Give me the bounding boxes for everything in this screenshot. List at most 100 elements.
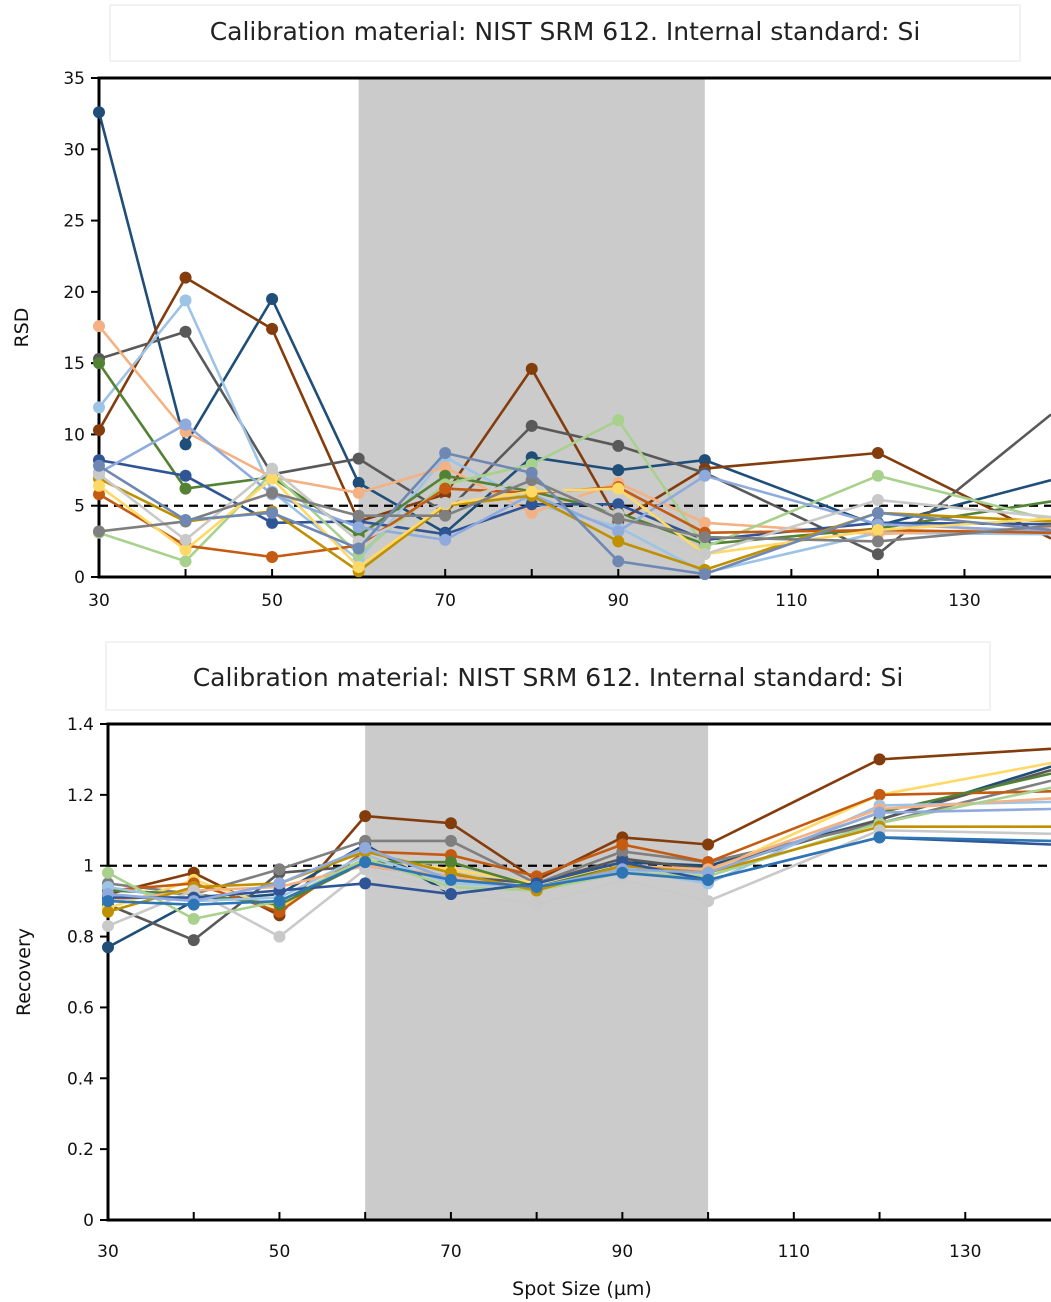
chart-1-series-3-point: [444, 834, 457, 847]
chart-0-series-11-point: [266, 472, 279, 485]
chart-1-x-tick-label: 30: [97, 1242, 119, 1262]
chart-0-series-2-point: [352, 452, 365, 465]
chart-0-series-14-point: [871, 506, 884, 519]
chart-1-series-13-point: [359, 842, 372, 854]
chart-1-series-14-line: [107, 836, 1051, 907]
chart-0-series-5-line: [97, 362, 1051, 546]
chart-1-series-14-point: [616, 866, 629, 879]
chart-1-title: Calibration material: NIST SRM 612. Inte…: [193, 663, 904, 692]
chart-1-x-tick-label: 130: [949, 1242, 981, 1262]
chart-0-series-3-point: [179, 294, 192, 307]
chart-1-series-14-point: [273, 895, 286, 908]
chart-0-series-14-point: [179, 513, 192, 526]
chart-0-series-3-point: [93, 401, 105, 414]
chart-0-x-tick-label: 110: [775, 591, 807, 611]
chart-1-series-11-point: [273, 930, 286, 943]
chart-1-x-tick-label: 90: [612, 1242, 634, 1262]
chart-0-series-group: [93, 106, 1051, 581]
chart-0-series-1-point: [266, 322, 279, 335]
chart-0-series-12-point: [266, 462, 279, 475]
chart-0-series-12-point: [698, 548, 711, 561]
chart-1-y-tick-label: 1.2: [67, 786, 94, 806]
chart-0-series-8-point: [352, 521, 365, 534]
chart-1-series-6-point: [444, 856, 457, 869]
chart-0-series-1-line: [97, 276, 1051, 540]
chart-1-series-14-point: [530, 880, 543, 893]
chart-0-series-3-line: [97, 299, 1051, 575]
chart-0-series-7-point: [179, 555, 192, 568]
chart-0-series-5-point: [93, 357, 105, 370]
chart-0-series-14-line: [98, 451, 1051, 576]
chart-0-series-13-point: [266, 486, 279, 499]
chart-0-x-tick-label: 90: [607, 591, 629, 611]
chart-0-series-0-line: [97, 111, 1051, 535]
chart-1-series-14-point: [702, 873, 715, 886]
chart-0-x-tick-label: 50: [261, 591, 283, 611]
chart-0-series-14-point: [93, 459, 105, 472]
chart-0-series-1-point: [93, 424, 105, 437]
chart-0-series-11-point: [179, 543, 192, 556]
chart-0-series-11-point: [525, 485, 538, 498]
chart-1-series-11-point: [102, 919, 114, 932]
chart-0-series-4-point: [439, 461, 452, 474]
chart-1-x-tick-label: 110: [778, 1242, 810, 1262]
chart-0-series-12-line: [98, 467, 1051, 556]
chart-0-series-9-point: [93, 488, 105, 501]
chart-0-series-11-point: [871, 523, 884, 536]
chart-0-y-tick-label: 5: [74, 497, 85, 517]
chart-0-series-2-point: [871, 548, 884, 561]
chart-1-series-3-point: [273, 863, 286, 876]
chart-0-series-7-point: [525, 458, 538, 471]
chart-0-series-12-point: [439, 496, 452, 509]
chart-0-series-12-point: [179, 533, 192, 546]
chart-1-series-0-point: [873, 753, 886, 766]
rsd-chart: Calibration material: NIST SRM 612. Inte…: [11, 4, 1051, 611]
chart-0-series-6-point: [266, 516, 279, 529]
chart-0-series-8-point: [612, 525, 625, 538]
chart-0-series-13-point: [439, 509, 452, 522]
chart-1-series-group: [102, 747, 1051, 954]
chart-0-title: Calibration material: NIST SRM 612. Inte…: [210, 17, 921, 46]
chart-1-y-axis-label: Recovery: [13, 928, 35, 1016]
chart-0-series-0-point: [266, 292, 279, 305]
chart-1-series-14-point: [873, 831, 886, 844]
chart-0-series-6-point: [612, 498, 625, 511]
chart-0-series-14-point: [698, 568, 711, 581]
chart-0-y-tick-label: 25: [63, 212, 85, 232]
chart-1-shaded-region: [365, 724, 709, 1220]
chart-0-series-11-point: [612, 482, 625, 495]
chart-0-y-tick-label: 20: [63, 283, 85, 303]
chart-1-y-tick-label: 0: [83, 1211, 94, 1231]
chart-0-series-2-point: [612, 439, 625, 452]
chart-0-y-tick-label: 10: [63, 425, 85, 445]
chart-1-series-11-point: [702, 895, 715, 908]
chart-0-series-0-point: [179, 438, 192, 451]
chart-0-series-4-point: [93, 320, 105, 333]
chart-0-series-13-point: [352, 509, 365, 522]
chart-1-x-axis-label: Spot Size (µm): [512, 1278, 652, 1300]
chart-0-series-2-point: [525, 419, 538, 432]
chart-0-series-12-point: [871, 494, 884, 507]
chart-1-series-14-point: [444, 873, 457, 886]
chart-1-series-14-point: [187, 898, 200, 911]
chart-1-series-7-line: [107, 800, 1051, 903]
chart-0-series-1-point: [871, 446, 884, 459]
chart-0-series-9-point: [266, 551, 279, 564]
chart-1-y-tick-label: 0.8: [67, 928, 94, 948]
chart-0-series-8-point: [698, 469, 711, 482]
chart-1-series-0-point: [359, 810, 372, 823]
chart-1-y-tick-label: 1: [83, 857, 94, 877]
chart-0-series-1-point: [179, 271, 192, 284]
chart-1-series-9-point: [187, 912, 200, 925]
chart-0-series-1-point: [525, 362, 538, 375]
chart-0-series-4-point: [352, 486, 365, 499]
chart-1-series-0-point: [702, 838, 715, 851]
chart-1-series-9-point: [102, 866, 114, 879]
chart-0-series-14-point: [352, 542, 365, 555]
chart-0-series-13-point: [698, 531, 711, 544]
chart-0-title-box: [109, 4, 1021, 62]
chart-1-series-12-point: [359, 877, 372, 890]
chart-0-series-8-point: [439, 533, 452, 546]
chart-0-series-14-point: [439, 446, 452, 459]
